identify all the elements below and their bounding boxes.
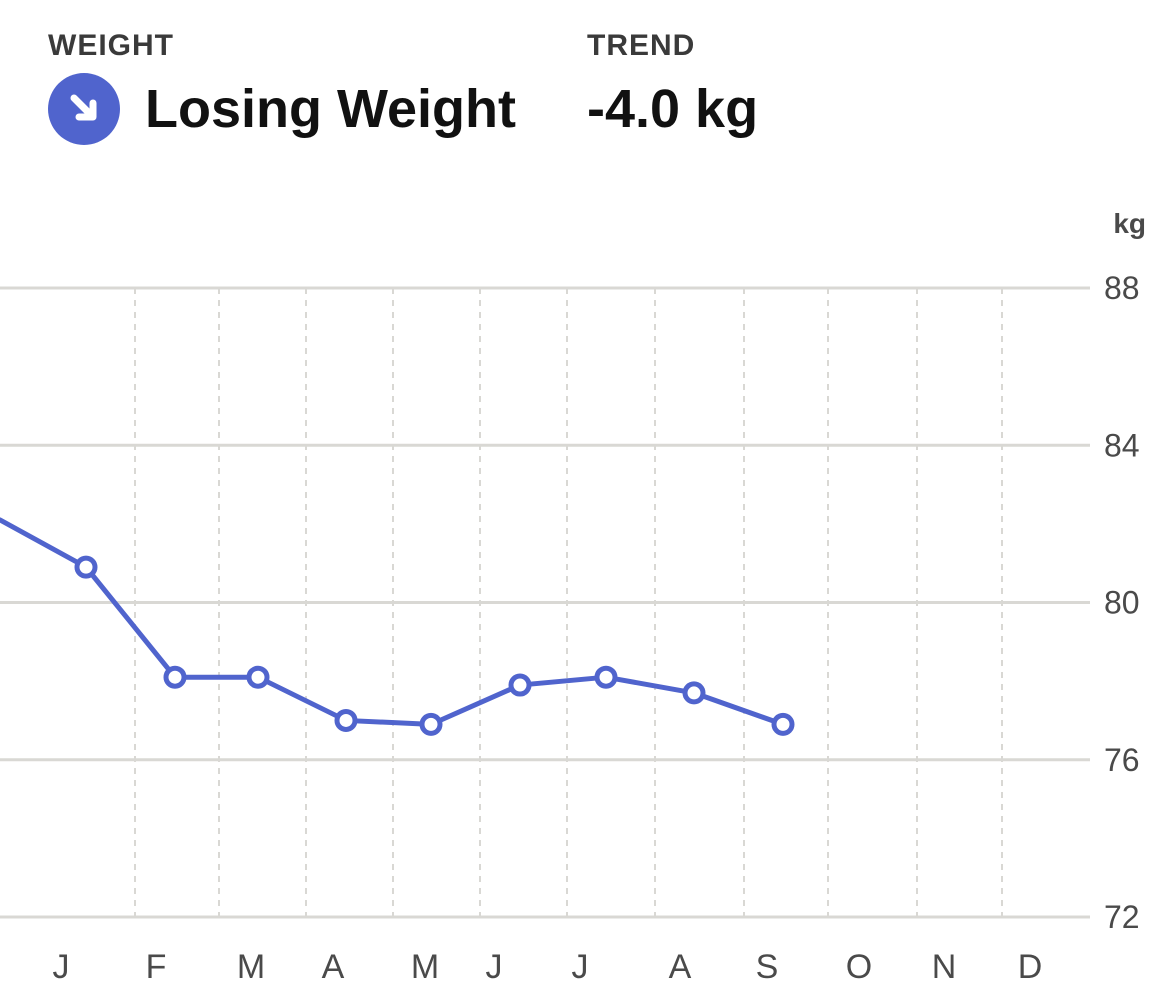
trend-label: TREND (587, 29, 696, 62)
y-tick-label: 72 (1104, 899, 1140, 935)
x-tick-label: J (572, 948, 589, 986)
y-tick-label: 88 (1104, 270, 1140, 306)
x-tick-label: J (486, 948, 503, 986)
data-point[interactable] (508, 673, 532, 697)
weight-status-text: Losing Weight (145, 79, 516, 139)
horizontal-gridlines (0, 286, 1090, 919)
arrow-down-right-icon (48, 73, 120, 145)
y-axis-labels: kg 88 84 80 76 72 (1104, 208, 1146, 935)
y-tick-label: 80 (1104, 585, 1140, 621)
weight-summary: WEIGHT Losing Weight (48, 28, 516, 145)
y-axis-unit-label: kg (1113, 208, 1146, 239)
x-tick-label: M (411, 948, 439, 986)
x-tick-label: F (146, 948, 167, 986)
x-tick-label: A (669, 948, 692, 986)
data-point[interactable] (682, 681, 706, 705)
trend-value-row: -4.0 kg (587, 73, 758, 145)
trend-value: -4.0 kg (587, 79, 759, 139)
x-tick-label: J (53, 948, 70, 986)
data-point[interactable] (419, 712, 443, 736)
x-tick-label: D (1018, 948, 1043, 986)
x-tick-label: S (756, 948, 779, 986)
weight-status: Losing Weight (48, 73, 516, 145)
weight-series (0, 517, 795, 736)
data-point[interactable] (771, 712, 795, 736)
y-tick-label: 76 (1104, 742, 1140, 778)
x-tick-label: O (846, 948, 872, 986)
summary-header: WEIGHT Losing Weight TREND -4.0 kg (48, 28, 1118, 148)
series-line (0, 517, 786, 727)
data-point[interactable] (334, 708, 358, 732)
x-tick-label: M (237, 948, 265, 986)
data-point[interactable] (594, 665, 618, 689)
weight-label: WEIGHT (48, 29, 174, 62)
data-point[interactable] (246, 665, 270, 689)
trend-summary: TREND -4.0 kg (587, 28, 758, 145)
data-point[interactable] (74, 555, 98, 579)
x-tick-label: A (322, 948, 345, 986)
y-tick-label: 84 (1104, 427, 1140, 463)
x-tick-label: N (932, 948, 957, 986)
data-point[interactable] (163, 665, 187, 689)
